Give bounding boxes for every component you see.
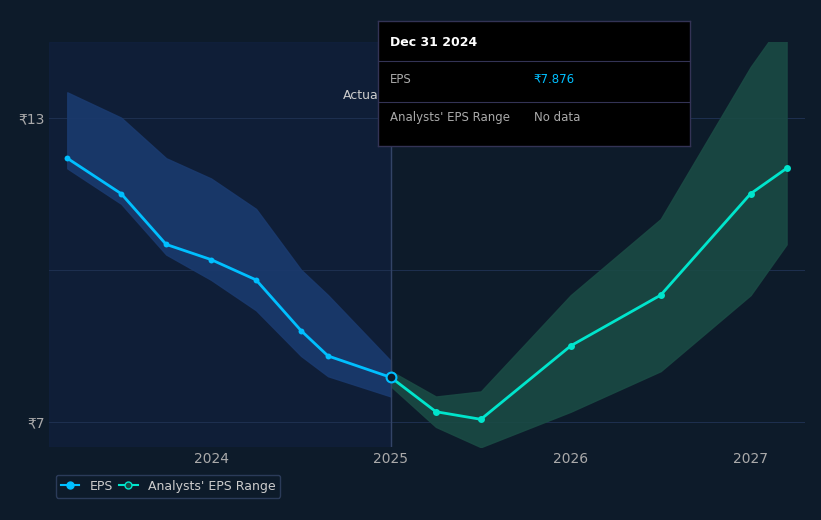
Point <box>204 255 218 264</box>
Point <box>654 291 667 299</box>
Point <box>159 240 172 249</box>
Point <box>564 342 577 350</box>
Point <box>322 352 335 360</box>
Text: Actual: Actual <box>342 89 382 102</box>
Point <box>744 189 757 198</box>
Text: EPS: EPS <box>390 73 412 86</box>
Point <box>475 415 488 423</box>
Text: Analysts' EPS Range: Analysts' EPS Range <box>390 111 510 124</box>
Bar <box>49 42 391 447</box>
Text: Analysts Forecasts: Analysts Forecasts <box>400 89 516 102</box>
Text: Dec 31 2024: Dec 31 2024 <box>390 36 477 49</box>
Point <box>384 373 397 382</box>
Text: No data: No data <box>534 111 580 124</box>
Point <box>115 189 128 198</box>
Point <box>780 164 793 173</box>
Legend: EPS, Analysts' EPS Range: EPS, Analysts' EPS Range <box>56 475 280 498</box>
Text: ₹7.876: ₹7.876 <box>534 73 575 86</box>
Point <box>384 373 397 382</box>
Point <box>429 408 443 416</box>
Point <box>295 327 308 335</box>
Point <box>384 373 397 382</box>
Point <box>250 276 263 284</box>
Point <box>61 154 74 162</box>
